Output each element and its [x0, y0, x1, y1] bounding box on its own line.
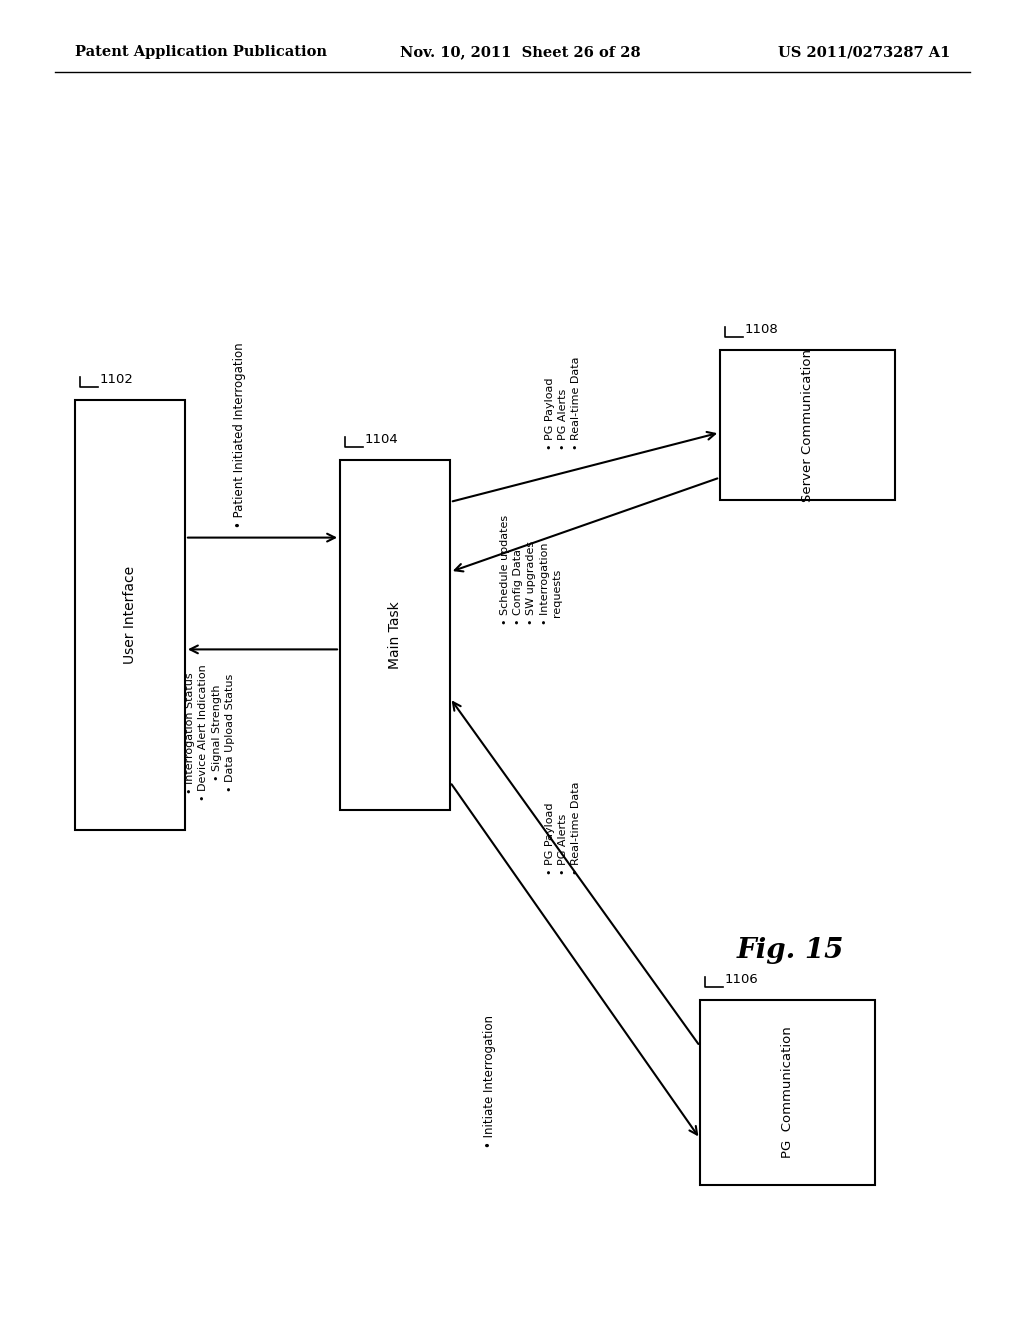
Text: Main Task: Main Task	[388, 601, 402, 669]
Text: Server Communication: Server Communication	[801, 348, 814, 502]
Bar	[75, 400, 185, 830]
Text: • Initiate Interrogation: • Initiate Interrogation	[483, 1015, 497, 1148]
Text: Fig. 15: Fig. 15	[736, 936, 844, 964]
Text: • PG Payload
• PG Alerts
• Real-time Data: • PG Payload • PG Alerts • Real-time Dat…	[545, 781, 582, 875]
Text: PG  Communication: PG Communication	[781, 1027, 794, 1159]
Text: • PG Payload
• PG Alerts
• Real-time Data: • PG Payload • PG Alerts • Real-time Dat…	[545, 356, 582, 450]
Bar	[720, 350, 895, 500]
Text: 1106: 1106	[725, 973, 759, 986]
Bar	[700, 1001, 874, 1185]
Text: 1104: 1104	[365, 433, 398, 446]
Text: • Schedule updates
• Config Data
• SW upgrades
• Interrogation
  requests: • Schedule updates • Config Data • SW up…	[500, 515, 563, 626]
Text: Patent Application Publication: Patent Application Publication	[75, 45, 327, 59]
Text: 1108: 1108	[745, 323, 778, 337]
Text: 1102: 1102	[100, 374, 134, 385]
Text: Nov. 10, 2011  Sheet 26 of 28: Nov. 10, 2011 Sheet 26 of 28	[400, 45, 641, 59]
Text: • Patient Initiated Interrogation: • Patient Initiated Interrogation	[233, 342, 247, 528]
Text: • Interrogation Status
• Device Alert Indication
• Signal Strength
• Data Upload: • Interrogation Status • Device Alert In…	[185, 664, 234, 801]
Text: User Interface: User Interface	[123, 566, 137, 664]
Text: US 2011/0273287 A1: US 2011/0273287 A1	[777, 45, 950, 59]
Bar	[340, 459, 450, 810]
